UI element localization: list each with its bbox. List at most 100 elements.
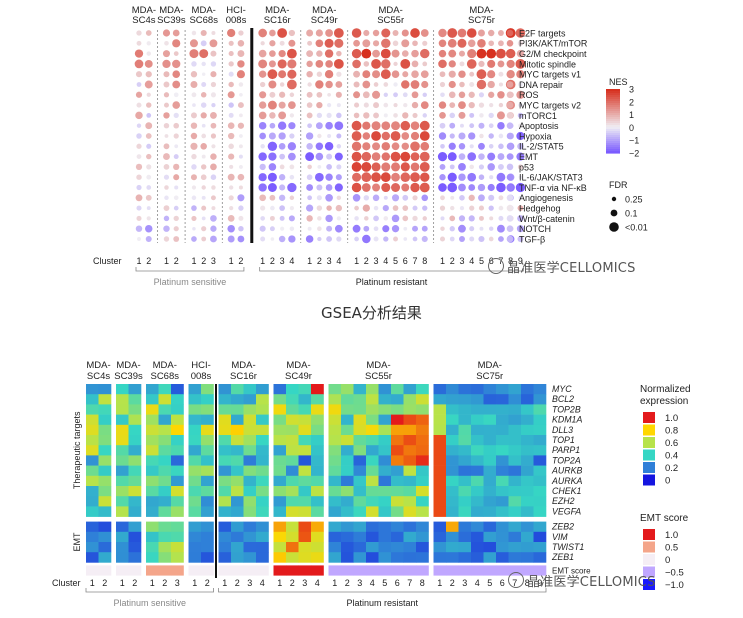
nes-dot [400, 172, 411, 182]
nes-dot [447, 172, 457, 182]
expression-cell [128, 496, 142, 507]
expression-cell [128, 486, 142, 497]
expression-cell [201, 384, 214, 395]
nes-dot [450, 205, 455, 211]
nes-dot [334, 152, 343, 161]
emt-cell [146, 531, 159, 543]
nes-dot [497, 224, 505, 233]
nes-dot [269, 122, 276, 129]
nes-dot [201, 82, 207, 87]
expression-cell [353, 424, 367, 436]
nes-dot [498, 195, 504, 201]
nes-legend-bar [606, 97, 620, 100]
nes-dot [146, 216, 151, 221]
emt-score-cell [403, 565, 417, 576]
nes-dot [289, 205, 295, 211]
heat-cluster-tick: 3 [462, 578, 467, 588]
nes-dot [258, 101, 267, 109]
expression-cell [416, 475, 429, 487]
expression-cell [286, 506, 299, 517]
nes-dot [173, 215, 179, 222]
nes-dot [352, 59, 361, 69]
expression-cell [521, 404, 534, 415]
nes-dot [163, 164, 170, 170]
nes-legend-bar [606, 105, 620, 108]
nes-dot [438, 39, 447, 48]
expression-cell [403, 506, 417, 517]
emt-cell [353, 552, 367, 563]
expression-cell [128, 435, 142, 446]
emt-cell [341, 531, 354, 543]
nes-dot [439, 236, 446, 242]
emt-cell [171, 542, 184, 553]
expression-cell [158, 384, 172, 395]
nes-dot [391, 162, 401, 172]
expression-cell [188, 475, 202, 487]
nes-dot [306, 174, 313, 181]
nes-dot [163, 92, 170, 98]
emt-cell [116, 521, 129, 533]
expression-cell [98, 384, 112, 395]
expression-cell [158, 424, 172, 436]
nes-dot [335, 91, 342, 98]
nes-dot [372, 90, 381, 99]
nes-dot [326, 102, 332, 108]
nes-dot [393, 82, 398, 87]
nes-dot [361, 183, 371, 192]
nes-dot [146, 164, 152, 170]
nes-dot [325, 193, 333, 202]
nes-dot [478, 164, 485, 170]
emt-legend-tick: 1.0 [665, 530, 678, 541]
nes-dot [315, 142, 324, 151]
nes-dot [391, 70, 400, 79]
nes-dot [316, 195, 322, 201]
heat-cluster-tick: 8 [420, 578, 425, 588]
cluster-tick-label: 2 [317, 256, 322, 266]
expression-cell [391, 435, 404, 446]
gene-label: MYC [552, 384, 572, 394]
expression-cell [158, 414, 172, 426]
nes-dot [325, 29, 334, 37]
expression-cell [243, 455, 257, 466]
expression-cell [521, 414, 534, 426]
nes-dot [401, 132, 410, 140]
nes-dot [440, 195, 445, 201]
nes-dot [238, 164, 243, 169]
expression-cell [508, 496, 522, 507]
expression-cell [366, 486, 379, 497]
expression-cell [298, 384, 312, 395]
nes-dot [237, 122, 245, 129]
nes-dot [173, 51, 179, 56]
expression-cell [171, 506, 184, 517]
nes-dot [163, 71, 170, 78]
nes-dot [498, 215, 504, 221]
gene-label: VEGFA [552, 506, 581, 516]
nes-dot [448, 142, 456, 150]
nes-dot [315, 122, 323, 130]
nes-dot [477, 183, 486, 192]
expression-cell [311, 435, 324, 446]
nes-dot [448, 49, 457, 58]
emt-legend-tick: 0 [665, 555, 670, 566]
nes-dot [279, 153, 286, 160]
heat-cluster-tick: 4 [370, 578, 375, 588]
expression-cell [311, 384, 324, 395]
expression-cell [471, 496, 484, 507]
nes-dot [372, 142, 381, 151]
nes-dot [145, 194, 152, 201]
nes-dot [419, 131, 430, 141]
expression-cell [328, 435, 342, 446]
nes-dot [353, 91, 361, 99]
gene-label: EZH2 [552, 496, 575, 506]
expression-cell [446, 445, 459, 456]
nes-dot [315, 29, 323, 37]
expression-cell [171, 414, 184, 426]
pathway-label: PI3K/AKT/mTOR [519, 39, 588, 49]
nes-dot [136, 133, 142, 139]
expression-cell [446, 475, 459, 487]
expression-cell [116, 424, 129, 436]
expression-cell [273, 496, 287, 507]
expression-cell [378, 455, 392, 466]
nes-dot [201, 185, 206, 190]
nes-dot [469, 164, 474, 170]
